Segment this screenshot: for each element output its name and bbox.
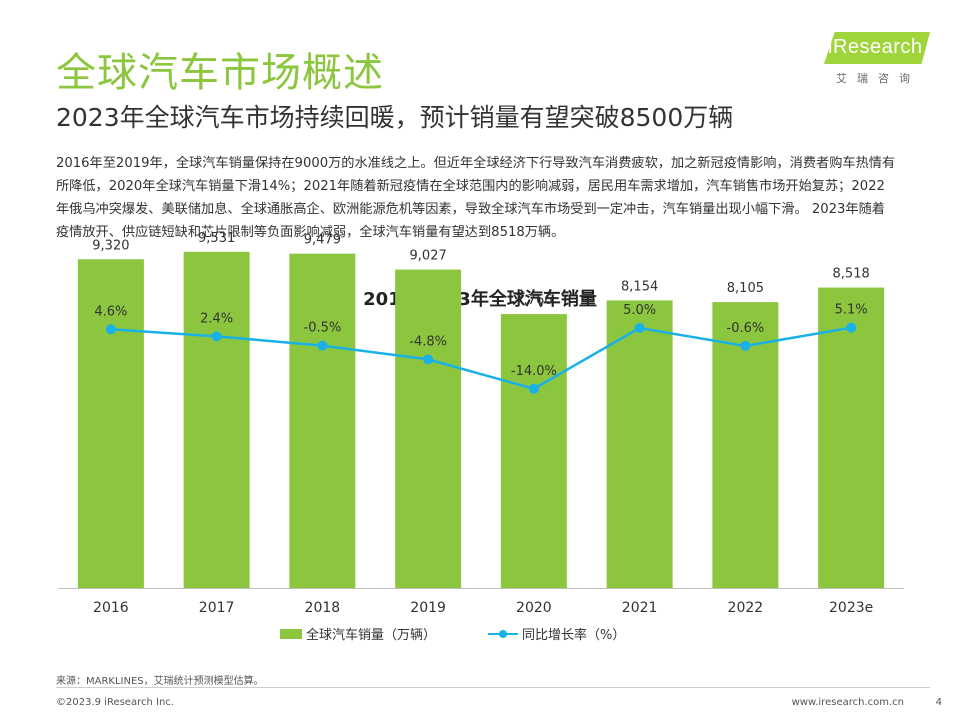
bar-2019 <box>395 269 462 588</box>
x-tick-label-2016: 2016 <box>93 600 129 616</box>
growth-point-2020 <box>528 383 539 394</box>
growth-rate-line <box>110 326 852 391</box>
page-subtitle: 2023年全球汽车市场持续回暖，预计销量有望突破8500万辆 <box>56 103 734 132</box>
page-number: 4 <box>935 697 942 708</box>
legend-label-sales: 全球汽车销量（万辆） <box>306 628 437 643</box>
x-tick-label-2020: 2020 <box>516 600 552 616</box>
legend-item-sales: 全球汽车销量（万辆） <box>280 624 436 643</box>
iresearch-logo: iResearch 艾瑞咨询 <box>824 30 934 86</box>
growth-label-2020: -14.0% <box>511 364 557 379</box>
growth-point-2019 <box>423 354 434 365</box>
growth-label-2019: -4.8% <box>409 334 447 349</box>
page-title: 全球汽车市场概述 <box>56 50 384 96</box>
footer-copyright: ©2023.9 iResearch Inc. <box>56 697 174 708</box>
bar-2021 <box>606 300 673 588</box>
bar-label-2021: 8,154 <box>621 279 658 294</box>
footer-url: www.iresearch.com.cn <box>791 697 904 708</box>
footer-divider <box>56 687 930 688</box>
x-tick-label-2017: 2017 <box>199 600 235 616</box>
bar-2018 <box>289 253 356 588</box>
bar-label-2017: 9,531 <box>198 231 235 246</box>
x-tick-label-2023e: 2023e <box>829 600 873 616</box>
bar-label-2019: 9,027 <box>410 249 447 264</box>
growth-label-2023e: 5.1% <box>835 303 868 318</box>
growth-point-2023e <box>846 322 857 333</box>
bar-2023e <box>818 287 885 588</box>
growth-point-2017 <box>211 331 222 342</box>
logo-text: iResearch <box>828 36 923 58</box>
logo-mark <box>824 32 930 64</box>
logo-subtitle: 艾瑞咨询 <box>836 72 920 85</box>
bar-label-2016: 9,320 <box>92 238 129 253</box>
legend-bar-swatch <box>280 628 302 639</box>
x-tick-label-2018: 2018 <box>305 600 341 616</box>
bar-label-2020: 7,766 <box>515 293 552 308</box>
bar-label-2022: 8,105 <box>727 281 764 296</box>
growth-point-2022 <box>740 340 751 351</box>
x-tick-label-2022: 2022 <box>728 600 764 616</box>
bar-2020 <box>500 314 567 588</box>
growth-label-2016: 4.6% <box>94 304 127 319</box>
bar-label-2023e: 8,518 <box>833 267 870 282</box>
x-tick-label-2021: 2021 <box>622 600 658 616</box>
legend-line-swatch <box>488 629 518 639</box>
legend-label-growth: 同比增长率（%） <box>522 628 626 643</box>
growth-label-2021: 5.0% <box>623 303 656 318</box>
growth-label-2022: -0.6% <box>727 321 765 336</box>
growth-point-2021 <box>634 323 645 333</box>
growth-label-2017: 2.4% <box>200 311 233 326</box>
growth-point-2018 <box>317 340 328 351</box>
bar-2016 <box>77 259 144 588</box>
bar-2017 <box>183 251 250 588</box>
growth-label-2018: -0.5% <box>304 321 342 336</box>
x-tick-label-2019: 2019 <box>410 600 446 616</box>
intro-paragraph: 2016年至2019年，全球汽车销量保持在9000万的水准线之上。但近年全球经济… <box>56 156 896 240</box>
bar-label-2018: 9,479 <box>304 233 341 248</box>
source-note: 来源：MARKLINES，艾瑞统计预测模型估算。 <box>56 676 264 687</box>
legend-item-growth: 同比增长率（%） <box>488 624 625 643</box>
growth-point-2016 <box>105 324 116 335</box>
